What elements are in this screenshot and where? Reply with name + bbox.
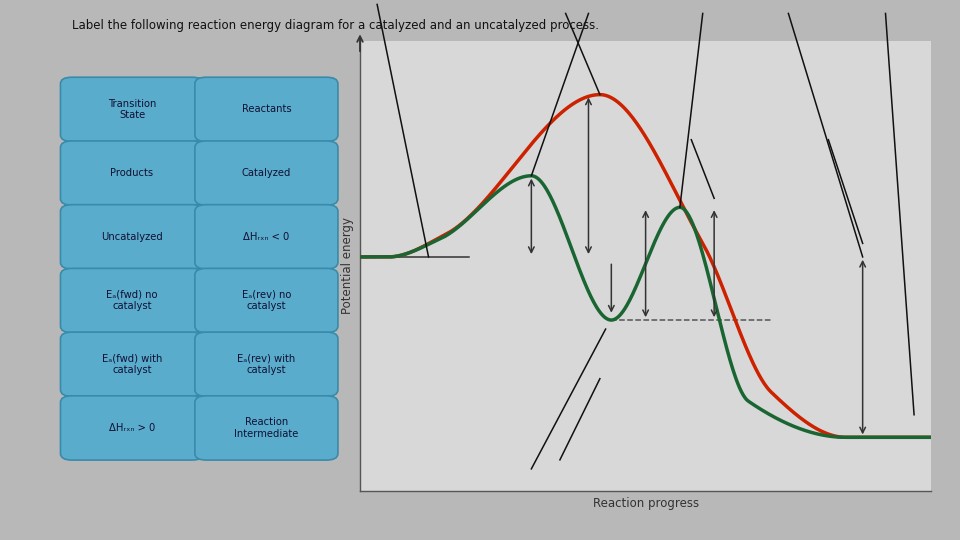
Text: Catalyzed: Catalyzed [242,168,291,178]
FancyBboxPatch shape [60,205,204,269]
Text: Eₐ(fwd) no
catalyst: Eₐ(fwd) no catalyst [107,289,157,311]
FancyBboxPatch shape [195,268,338,333]
Text: Eₐ(fwd) with
catalyst: Eₐ(fwd) with catalyst [102,353,162,375]
Text: Uncatalyzed: Uncatalyzed [101,232,163,242]
X-axis label: Reaction progress: Reaction progress [592,497,699,510]
Text: ΔHᵣₓₙ < 0: ΔHᵣₓₙ < 0 [243,232,290,242]
Text: ΔHᵣₓₙ > 0: ΔHᵣₓₙ > 0 [108,423,156,433]
Text: Eₐ(rev) no
catalyst: Eₐ(rev) no catalyst [242,289,291,311]
Text: Label the following reaction energy diagram for a catalyzed and an uncatalyzed p: Label the following reaction energy diag… [72,19,599,32]
FancyBboxPatch shape [195,141,338,205]
FancyBboxPatch shape [195,396,338,460]
Text: Eₐ(rev) with
catalyst: Eₐ(rev) with catalyst [237,353,296,375]
FancyBboxPatch shape [60,332,204,396]
Text: Reaction
Intermediate: Reaction Intermediate [234,417,299,438]
FancyBboxPatch shape [60,141,204,205]
FancyBboxPatch shape [195,332,338,396]
FancyBboxPatch shape [60,268,204,333]
Y-axis label: Potential energy: Potential energy [342,218,354,314]
Text: Reactants: Reactants [242,104,291,114]
FancyBboxPatch shape [195,77,338,141]
FancyBboxPatch shape [195,205,338,269]
Text: Products: Products [110,168,154,178]
FancyBboxPatch shape [60,396,204,460]
Text: Transition
State: Transition State [108,98,156,120]
FancyBboxPatch shape [60,77,204,141]
